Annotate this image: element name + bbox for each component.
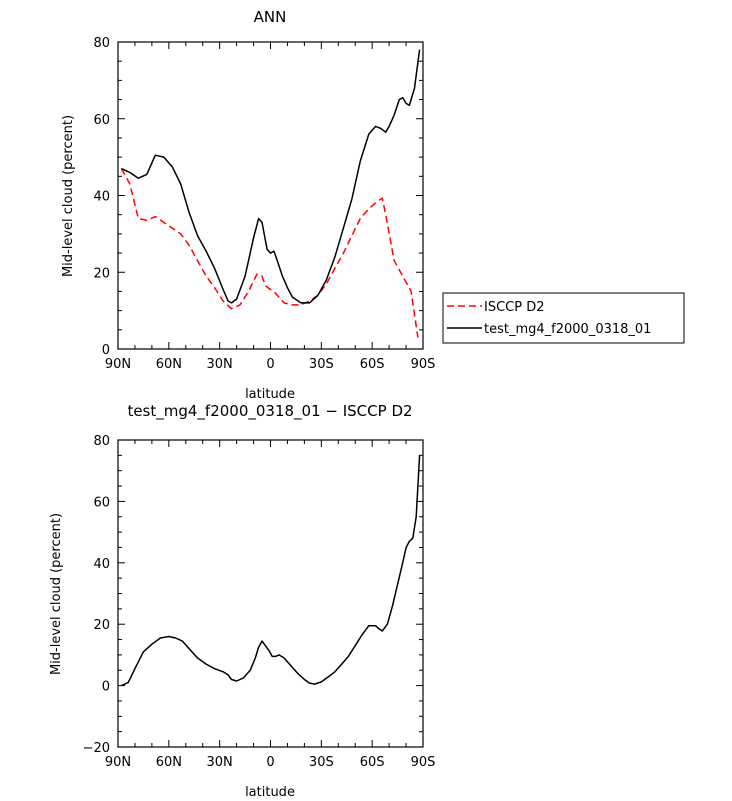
y-tick-label: 80 — [93, 434, 110, 449]
x-tick-label: 30S — [309, 755, 334, 770]
top-chart-title: ANN — [254, 8, 287, 26]
y-tick-label: 0 — [102, 680, 110, 695]
x-tick-label: 0 — [266, 357, 274, 372]
series-line-isccp-d2 — [120, 168, 419, 338]
y-tick-label: 0 — [102, 343, 110, 358]
legend-label-isccp-d2: ISCCP D2 — [484, 300, 545, 315]
x-tick-label: 30S — [309, 357, 334, 372]
y-tick-label: 20 — [93, 266, 110, 281]
x-tick-label: 0 — [266, 755, 274, 770]
bottom-chart-panel: test_mg4_f2000_0318_01 − ISCCP D2 90N 60N… — [49, 402, 435, 800]
x-tick-label: 90N — [105, 755, 131, 770]
x-tick-label: 60S — [360, 357, 385, 372]
x-tick-label: 60S — [360, 755, 385, 770]
x-tick-label: 30N — [207, 357, 233, 372]
y-tick-label: 20 — [93, 618, 110, 633]
y-tick-label: 60 — [93, 495, 110, 510]
x-tick-label: 90S — [411, 755, 436, 770]
x-tick-label: 30N — [207, 755, 233, 770]
y-tick-label: 60 — [93, 113, 110, 128]
top-chart-frame — [117, 41, 424, 350]
x-tick-label: 60N — [156, 357, 182, 372]
bottom-chart-series — [121, 455, 421, 687]
bottom-chart-frame — [117, 439, 424, 748]
y-tick-label: 40 — [93, 190, 110, 205]
legend-label-test-mg4: test_mg4_f2000_0318_01 — [484, 322, 651, 337]
bottom-chart-ticks: 90N 60N 30N 0 30S 60S 90S −20 0 20 40 60 80 — [83, 434, 436, 770]
legend: ISCCP D2 test_mg4_f2000_0318_01 — [442, 292, 685, 344]
top-chart-panel: ANN 90N 60N 30N 0 30S 60S 90S 0 20 40 60 80 latitud… — [61, 8, 435, 402]
y-tick-label: 40 — [93, 557, 110, 572]
y-tick-label: 80 — [93, 36, 110, 51]
series-line-difference — [121, 455, 421, 687]
top-chart-ticks: 90N 60N 30N 0 30S 60S 90S 0 20 40 60 80 — [93, 36, 435, 372]
x-tick-label: 90N — [105, 357, 131, 372]
legend-box — [442, 292, 685, 344]
bottom-chart-y-axis-label: Mid-level cloud (percent) — [49, 513, 64, 675]
bottom-chart-title: test_mg4_f2000_0318_01 − ISCCP D2 — [127, 402, 412, 421]
x-tick-label: 90S — [411, 357, 436, 372]
top-chart-y-axis-label: Mid-level cloud (percent) — [61, 115, 76, 277]
top-chart-series — [120, 49, 421, 338]
bottom-chart-x-axis-label: latitude — [245, 785, 295, 800]
top-chart-x-axis-label: latitude — [245, 387, 295, 402]
x-tick-label: 60N — [156, 755, 182, 770]
series-line-test-mg4-f2000-0318-01 — [121, 49, 421, 304]
y-tick-label: −20 — [83, 741, 110, 756]
